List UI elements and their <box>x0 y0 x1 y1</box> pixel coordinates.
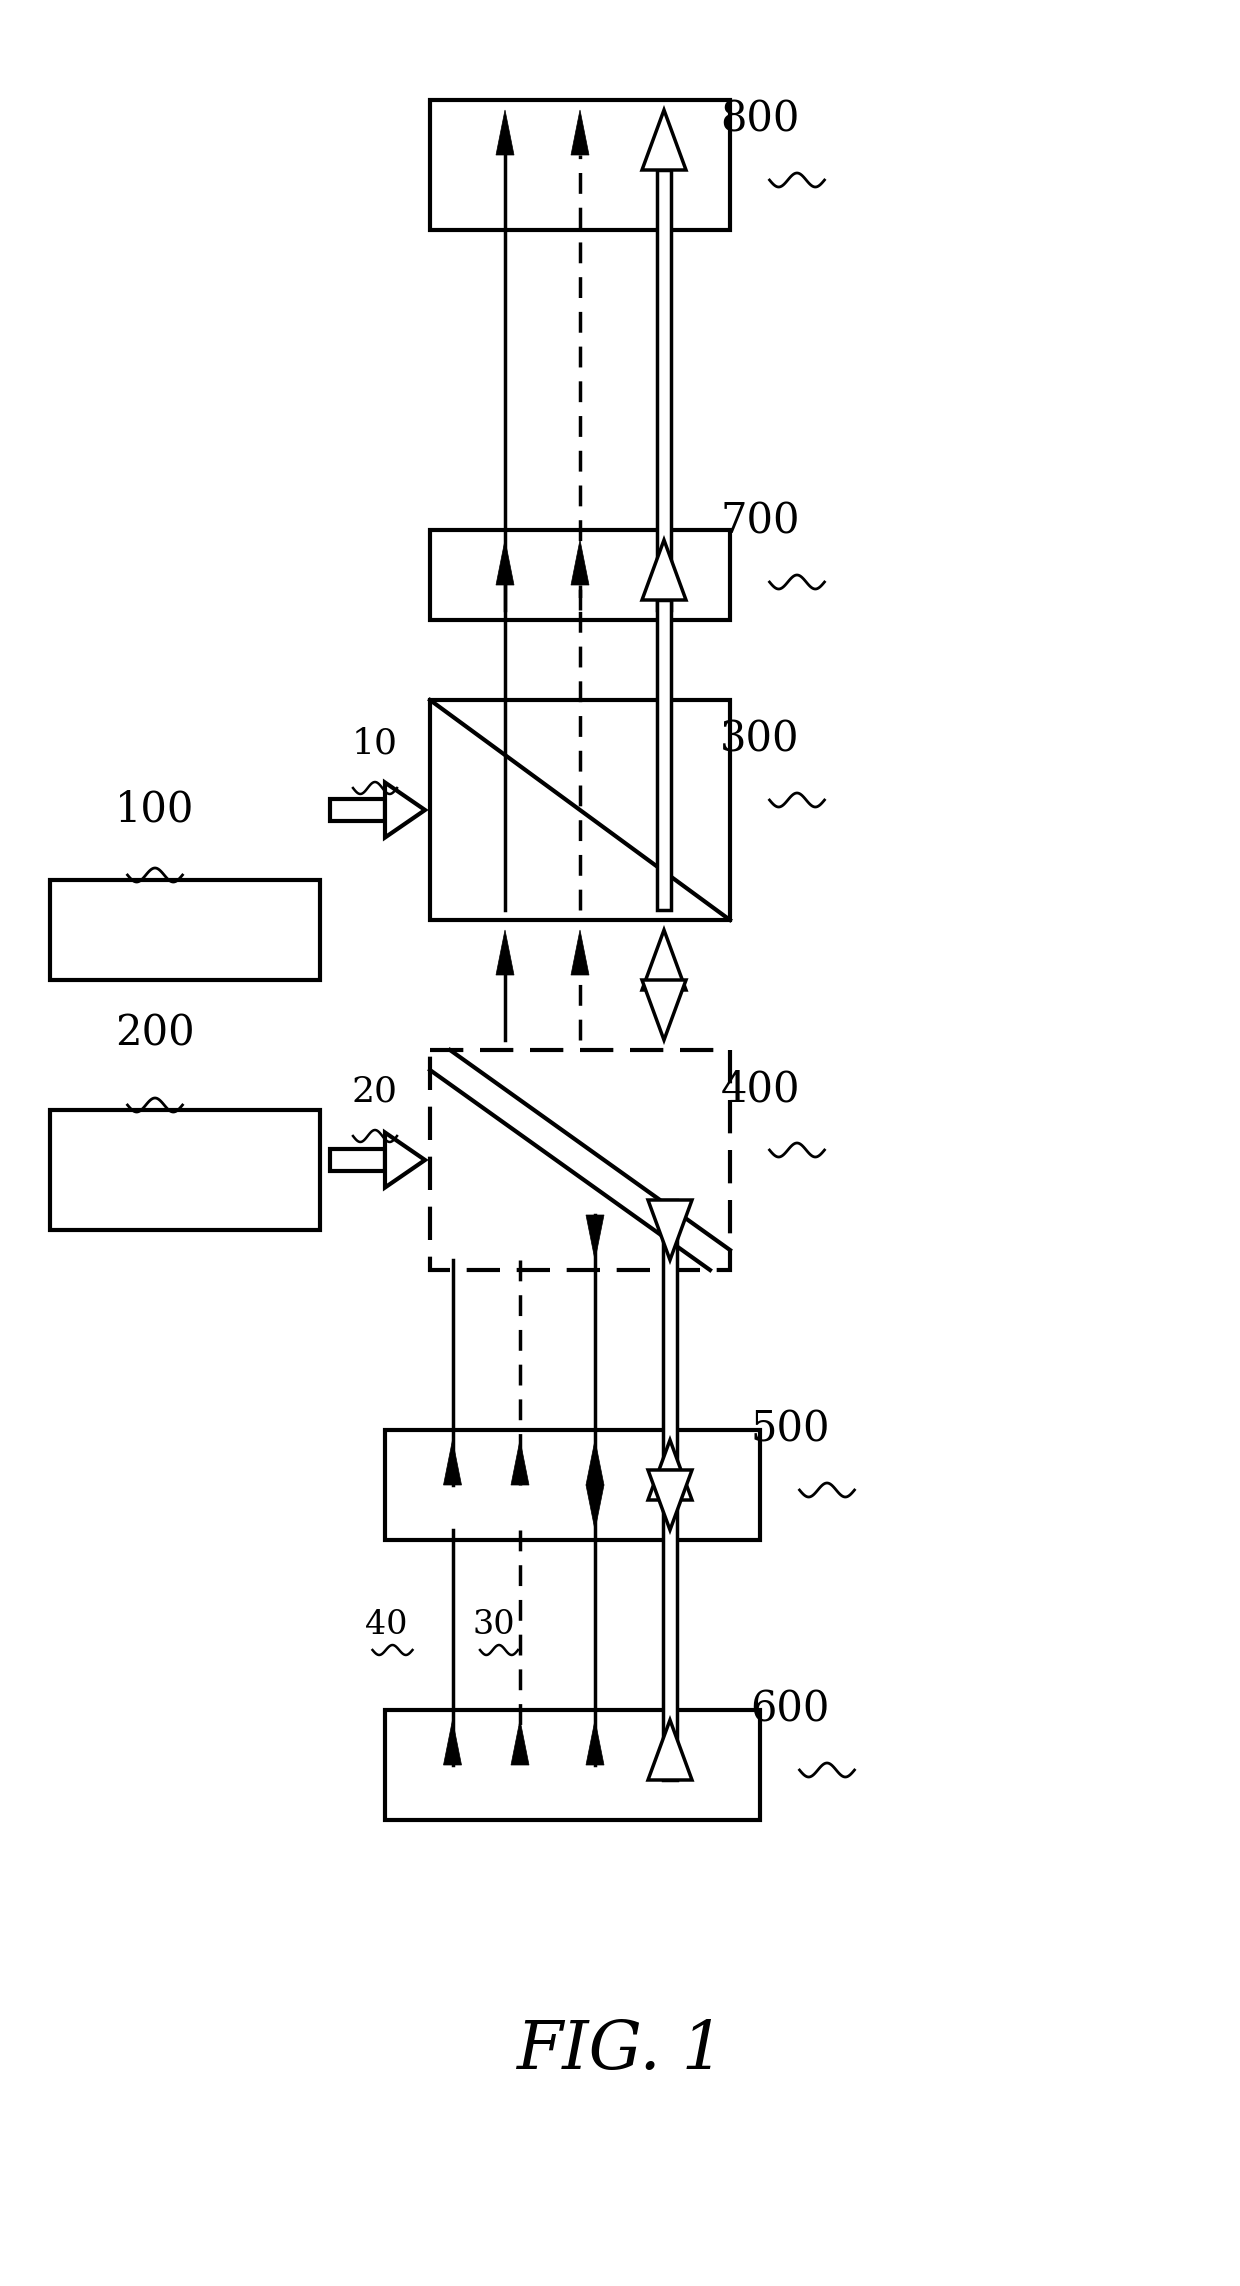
Polygon shape <box>663 1470 677 1781</box>
Polygon shape <box>642 539 686 599</box>
Polygon shape <box>649 1470 692 1529</box>
Polygon shape <box>384 782 425 837</box>
Polygon shape <box>511 1440 529 1486</box>
Polygon shape <box>444 1440 461 1486</box>
Bar <box>430 700 730 919</box>
Polygon shape <box>587 1486 604 1529</box>
Polygon shape <box>496 539 515 585</box>
Text: 300: 300 <box>720 718 800 759</box>
Polygon shape <box>587 1719 604 1765</box>
Polygon shape <box>663 1200 677 1500</box>
Polygon shape <box>649 1719 692 1781</box>
Text: 40: 40 <box>365 1609 408 1641</box>
Text: 100: 100 <box>115 789 195 830</box>
Polygon shape <box>587 1440 604 1486</box>
Polygon shape <box>570 539 589 585</box>
Polygon shape <box>444 1719 461 1765</box>
Text: FIG. 1: FIG. 1 <box>516 2016 724 2083</box>
Polygon shape <box>657 981 671 990</box>
Polygon shape <box>511 1719 529 1765</box>
Polygon shape <box>570 930 589 976</box>
Text: 600: 600 <box>750 1687 830 1731</box>
Text: 800: 800 <box>720 98 800 139</box>
Polygon shape <box>657 169 671 610</box>
Text: 10: 10 <box>352 727 398 759</box>
Polygon shape <box>642 930 686 990</box>
Polygon shape <box>496 110 515 155</box>
Bar <box>430 1049 730 1271</box>
Text: 30: 30 <box>472 1609 515 1641</box>
Bar <box>430 101 730 231</box>
Polygon shape <box>649 1200 692 1260</box>
Text: 500: 500 <box>750 1408 830 1449</box>
Bar <box>50 1111 320 1230</box>
Bar <box>384 1431 760 1541</box>
Text: 20: 20 <box>352 1074 398 1109</box>
Polygon shape <box>642 981 686 1040</box>
Polygon shape <box>330 800 384 821</box>
Bar <box>430 530 730 620</box>
Polygon shape <box>657 599 671 910</box>
Polygon shape <box>649 1440 692 1500</box>
Polygon shape <box>570 110 589 155</box>
Polygon shape <box>330 1150 384 1170</box>
Text: 700: 700 <box>720 501 800 542</box>
Text: 400: 400 <box>720 1068 800 1111</box>
Polygon shape <box>384 1132 425 1186</box>
Bar <box>384 1710 760 1820</box>
Polygon shape <box>496 930 515 976</box>
Polygon shape <box>587 1214 604 1260</box>
Polygon shape <box>642 110 686 169</box>
Text: 200: 200 <box>115 1013 195 1056</box>
Bar <box>50 880 320 981</box>
